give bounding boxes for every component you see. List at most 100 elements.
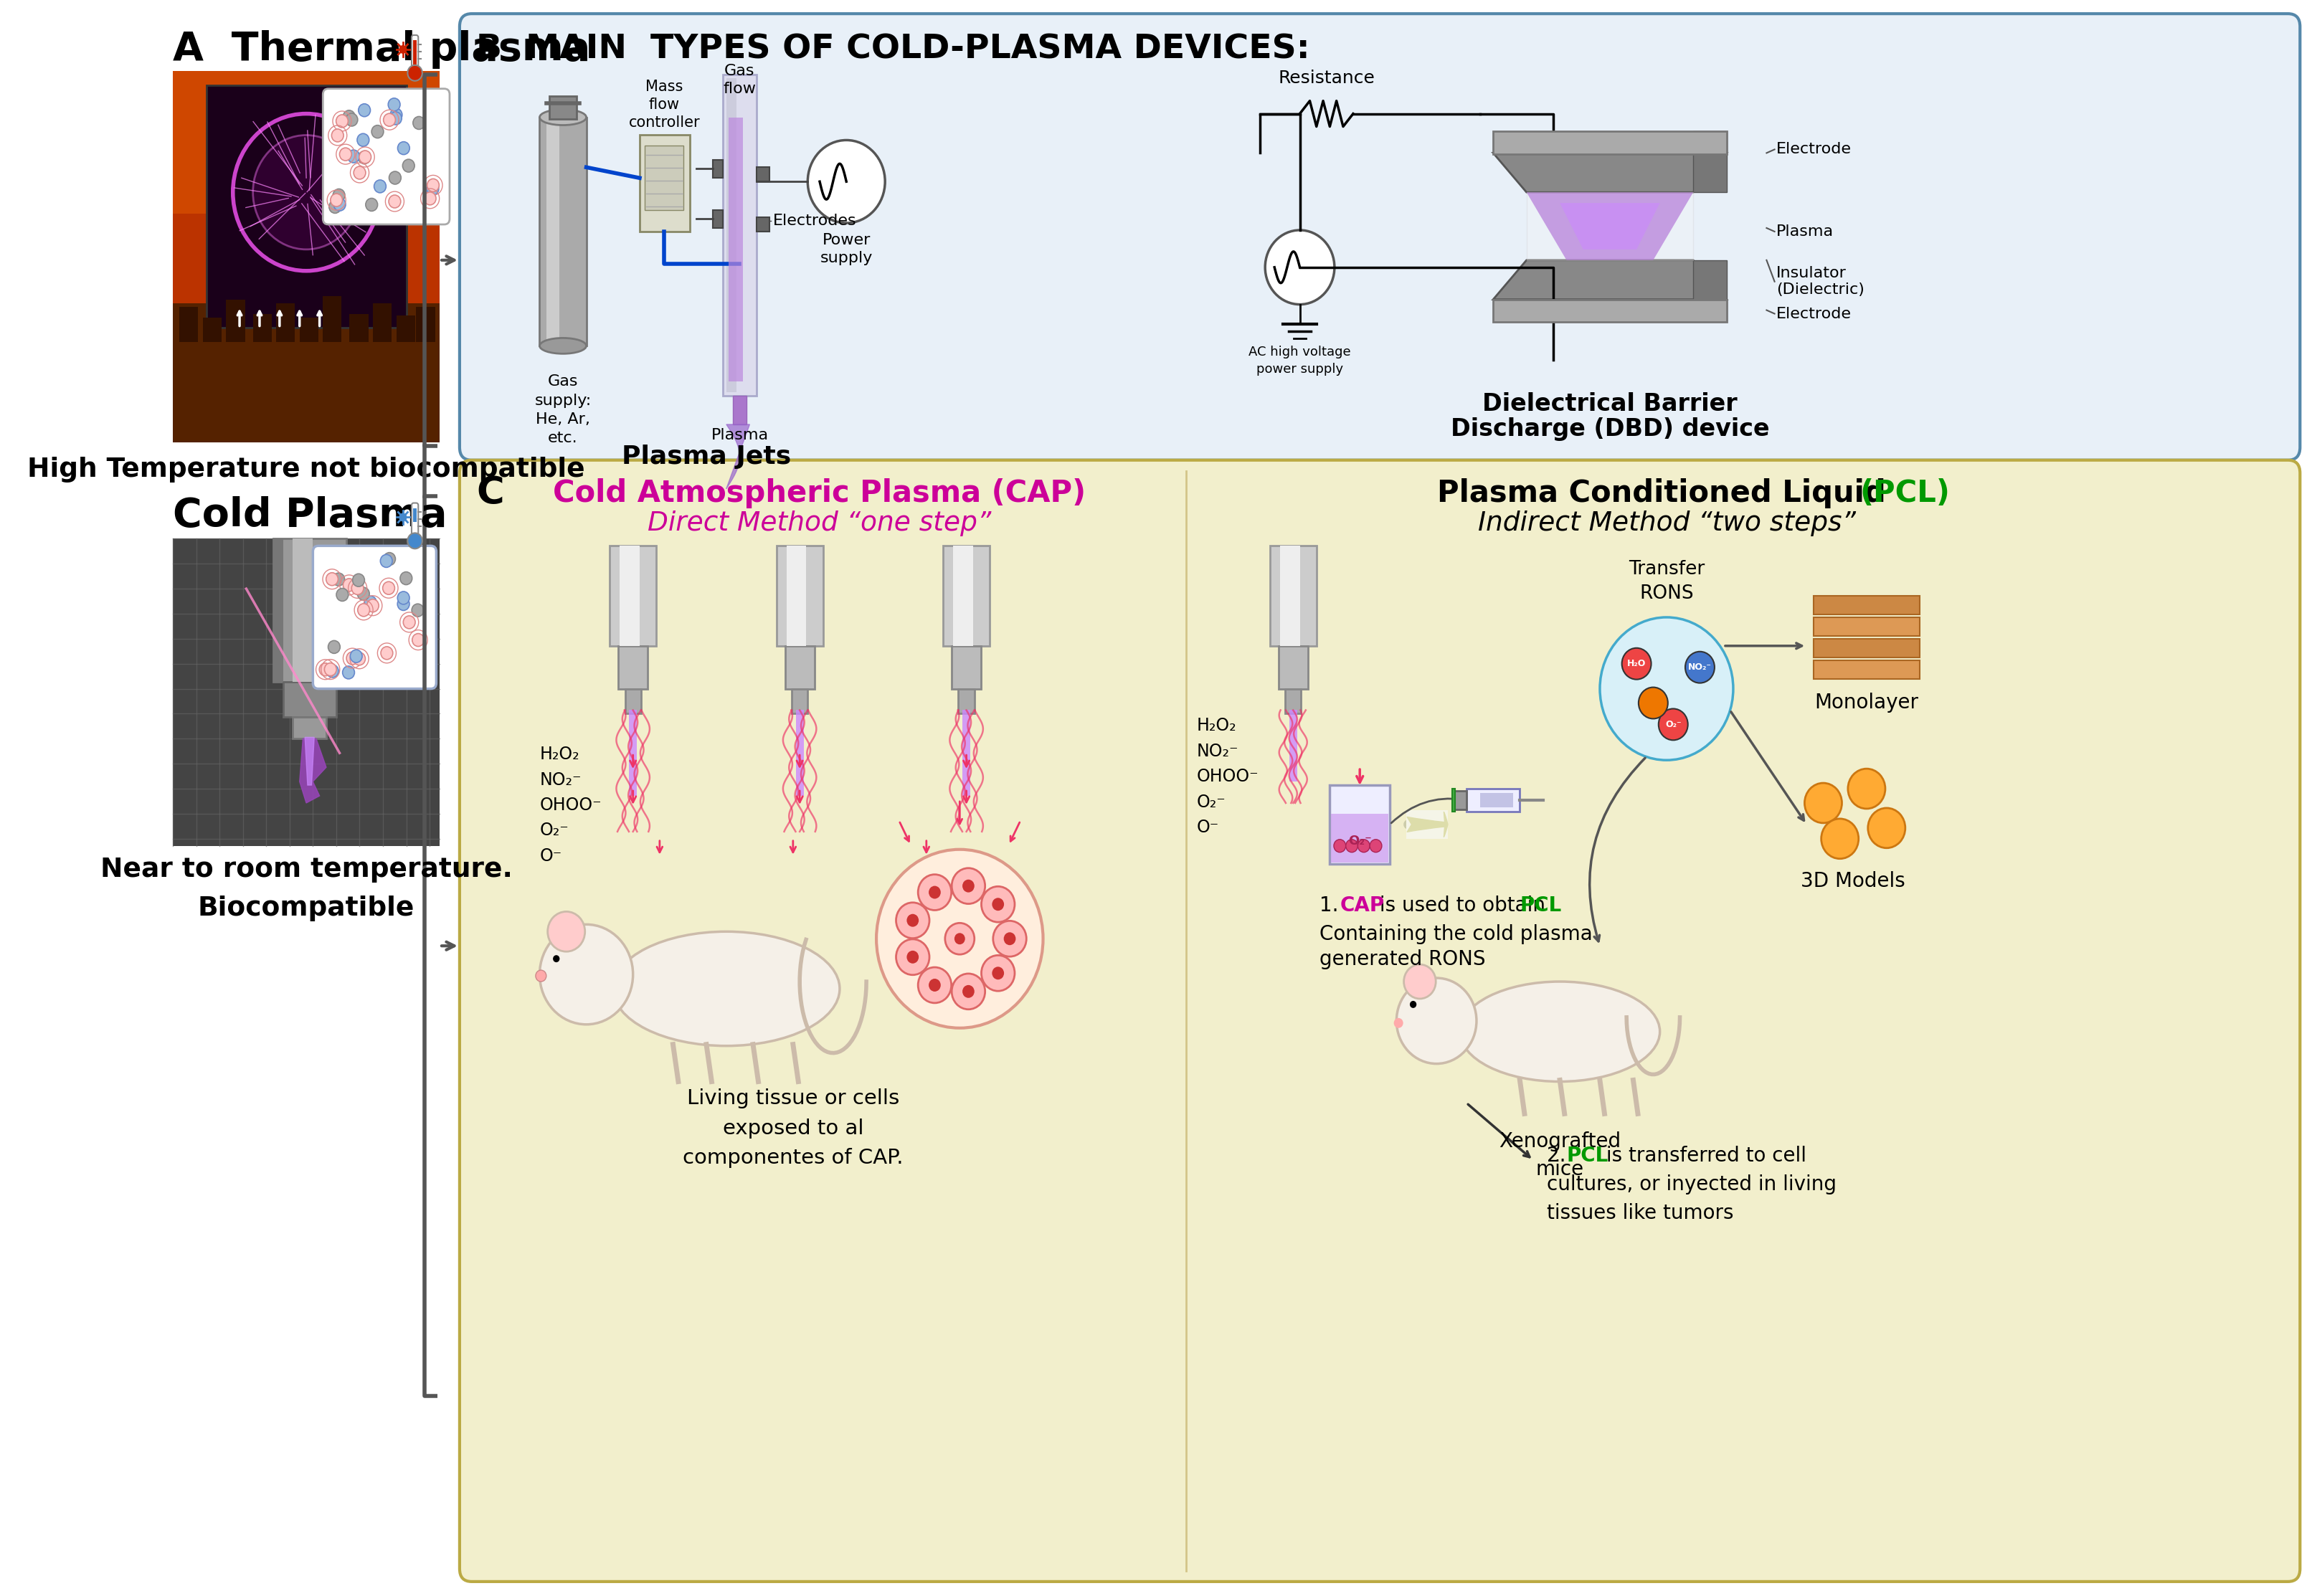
- Text: A  Thermal plasma: A Thermal plasma: [174, 30, 591, 69]
- Bar: [396, 314, 415, 342]
- Text: generated RONS: generated RONS: [1321, 950, 1485, 969]
- Circle shape: [809, 140, 885, 223]
- Text: 3D Models: 3D Models: [1800, 871, 1905, 891]
- Circle shape: [412, 603, 424, 616]
- Bar: [714, 211, 723, 228]
- Circle shape: [1821, 819, 1858, 859]
- Circle shape: [547, 911, 584, 951]
- Circle shape: [357, 134, 368, 147]
- Text: Plasma: Plasma: [1777, 225, 1835, 239]
- Circle shape: [389, 97, 401, 112]
- Text: Containing the cold plasma: Containing the cold plasma: [1321, 924, 1592, 945]
- Bar: [1332, 814, 1388, 862]
- Circle shape: [540, 924, 633, 1025]
- Circle shape: [906, 915, 920, 927]
- Circle shape: [350, 650, 361, 662]
- Circle shape: [1369, 839, 1381, 852]
- Bar: [273, 539, 283, 681]
- Circle shape: [992, 967, 1003, 980]
- Bar: [644, 145, 684, 211]
- Bar: [253, 314, 271, 342]
- Circle shape: [389, 109, 403, 121]
- Text: Dielectrical Barrier: Dielectrical Barrier: [1483, 393, 1738, 417]
- Circle shape: [334, 188, 345, 201]
- Text: C: C: [477, 474, 505, 512]
- Bar: [1694, 260, 1726, 321]
- Circle shape: [329, 201, 341, 214]
- Circle shape: [1346, 839, 1358, 852]
- Ellipse shape: [614, 932, 839, 1045]
- Text: Plasma Jets: Plasma Jets: [621, 444, 790, 469]
- Bar: [755, 168, 769, 182]
- Circle shape: [992, 899, 1003, 911]
- Circle shape: [399, 45, 408, 54]
- Text: Power
supply: Power supply: [820, 233, 874, 265]
- Bar: [609, 546, 656, 646]
- Bar: [639, 136, 690, 231]
- Circle shape: [359, 104, 371, 117]
- Circle shape: [408, 65, 422, 81]
- Circle shape: [962, 985, 975, 997]
- Bar: [540, 117, 586, 346]
- Circle shape: [343, 579, 355, 592]
- Circle shape: [389, 195, 401, 207]
- Bar: [728, 117, 744, 381]
- Text: Plasma Conditioned Liquid: Plasma Conditioned Liquid: [1437, 477, 1895, 508]
- Bar: [373, 303, 392, 342]
- Bar: [1455, 792, 1467, 809]
- Circle shape: [929, 886, 941, 899]
- Bar: [299, 318, 317, 342]
- Bar: [1330, 785, 1390, 863]
- Polygon shape: [1492, 153, 1726, 192]
- Bar: [1279, 546, 1300, 646]
- Circle shape: [1335, 839, 1346, 852]
- Bar: [943, 546, 989, 646]
- Polygon shape: [299, 739, 327, 803]
- Circle shape: [1404, 964, 1437, 999]
- Text: B  MAIN  TYPES OF COLD-PLASMA DEVICES:: B MAIN TYPES OF COLD-PLASMA DEVICES:: [477, 34, 1309, 65]
- Text: 1.: 1.: [1321, 895, 1346, 916]
- Circle shape: [253, 136, 359, 249]
- Circle shape: [1659, 709, 1687, 741]
- Bar: [1527, 192, 1694, 260]
- Circle shape: [364, 595, 375, 608]
- Circle shape: [1409, 1001, 1416, 1009]
- Circle shape: [412, 634, 424, 646]
- Bar: [322, 295, 341, 342]
- Text: is used to obtain: is used to obtain: [1374, 895, 1552, 916]
- Circle shape: [1599, 618, 1733, 760]
- Circle shape: [320, 662, 331, 677]
- Text: Electrodes: Electrodes: [774, 214, 857, 228]
- Bar: [795, 710, 804, 796]
- Bar: [276, 303, 294, 342]
- Polygon shape: [725, 425, 751, 488]
- Circle shape: [1395, 1018, 1404, 1028]
- Circle shape: [982, 956, 1015, 991]
- Ellipse shape: [1460, 982, 1659, 1082]
- Bar: [959, 689, 975, 713]
- Bar: [1453, 788, 1455, 812]
- Text: (PCL): (PCL): [1861, 477, 1951, 508]
- Bar: [962, 710, 971, 796]
- Bar: [1814, 618, 1921, 635]
- Circle shape: [327, 573, 338, 586]
- Text: Biocompatible: Biocompatible: [197, 895, 415, 921]
- Bar: [174, 539, 440, 846]
- Bar: [792, 689, 809, 713]
- Bar: [776, 546, 823, 646]
- Circle shape: [382, 581, 394, 595]
- Circle shape: [945, 922, 975, 954]
- Circle shape: [1805, 784, 1842, 824]
- Circle shape: [994, 921, 1026, 956]
- Bar: [1288, 710, 1298, 782]
- Circle shape: [1265, 230, 1335, 305]
- Circle shape: [389, 171, 401, 184]
- Circle shape: [399, 597, 410, 610]
- Bar: [350, 314, 368, 342]
- Circle shape: [348, 150, 359, 163]
- Text: PCL: PCL: [1520, 895, 1562, 916]
- Circle shape: [380, 554, 392, 568]
- Circle shape: [359, 152, 371, 164]
- Text: Insulator
(Dielectric): Insulator (Dielectric): [1777, 267, 1865, 297]
- Text: tissues like tumors: tissues like tumors: [1545, 1203, 1733, 1223]
